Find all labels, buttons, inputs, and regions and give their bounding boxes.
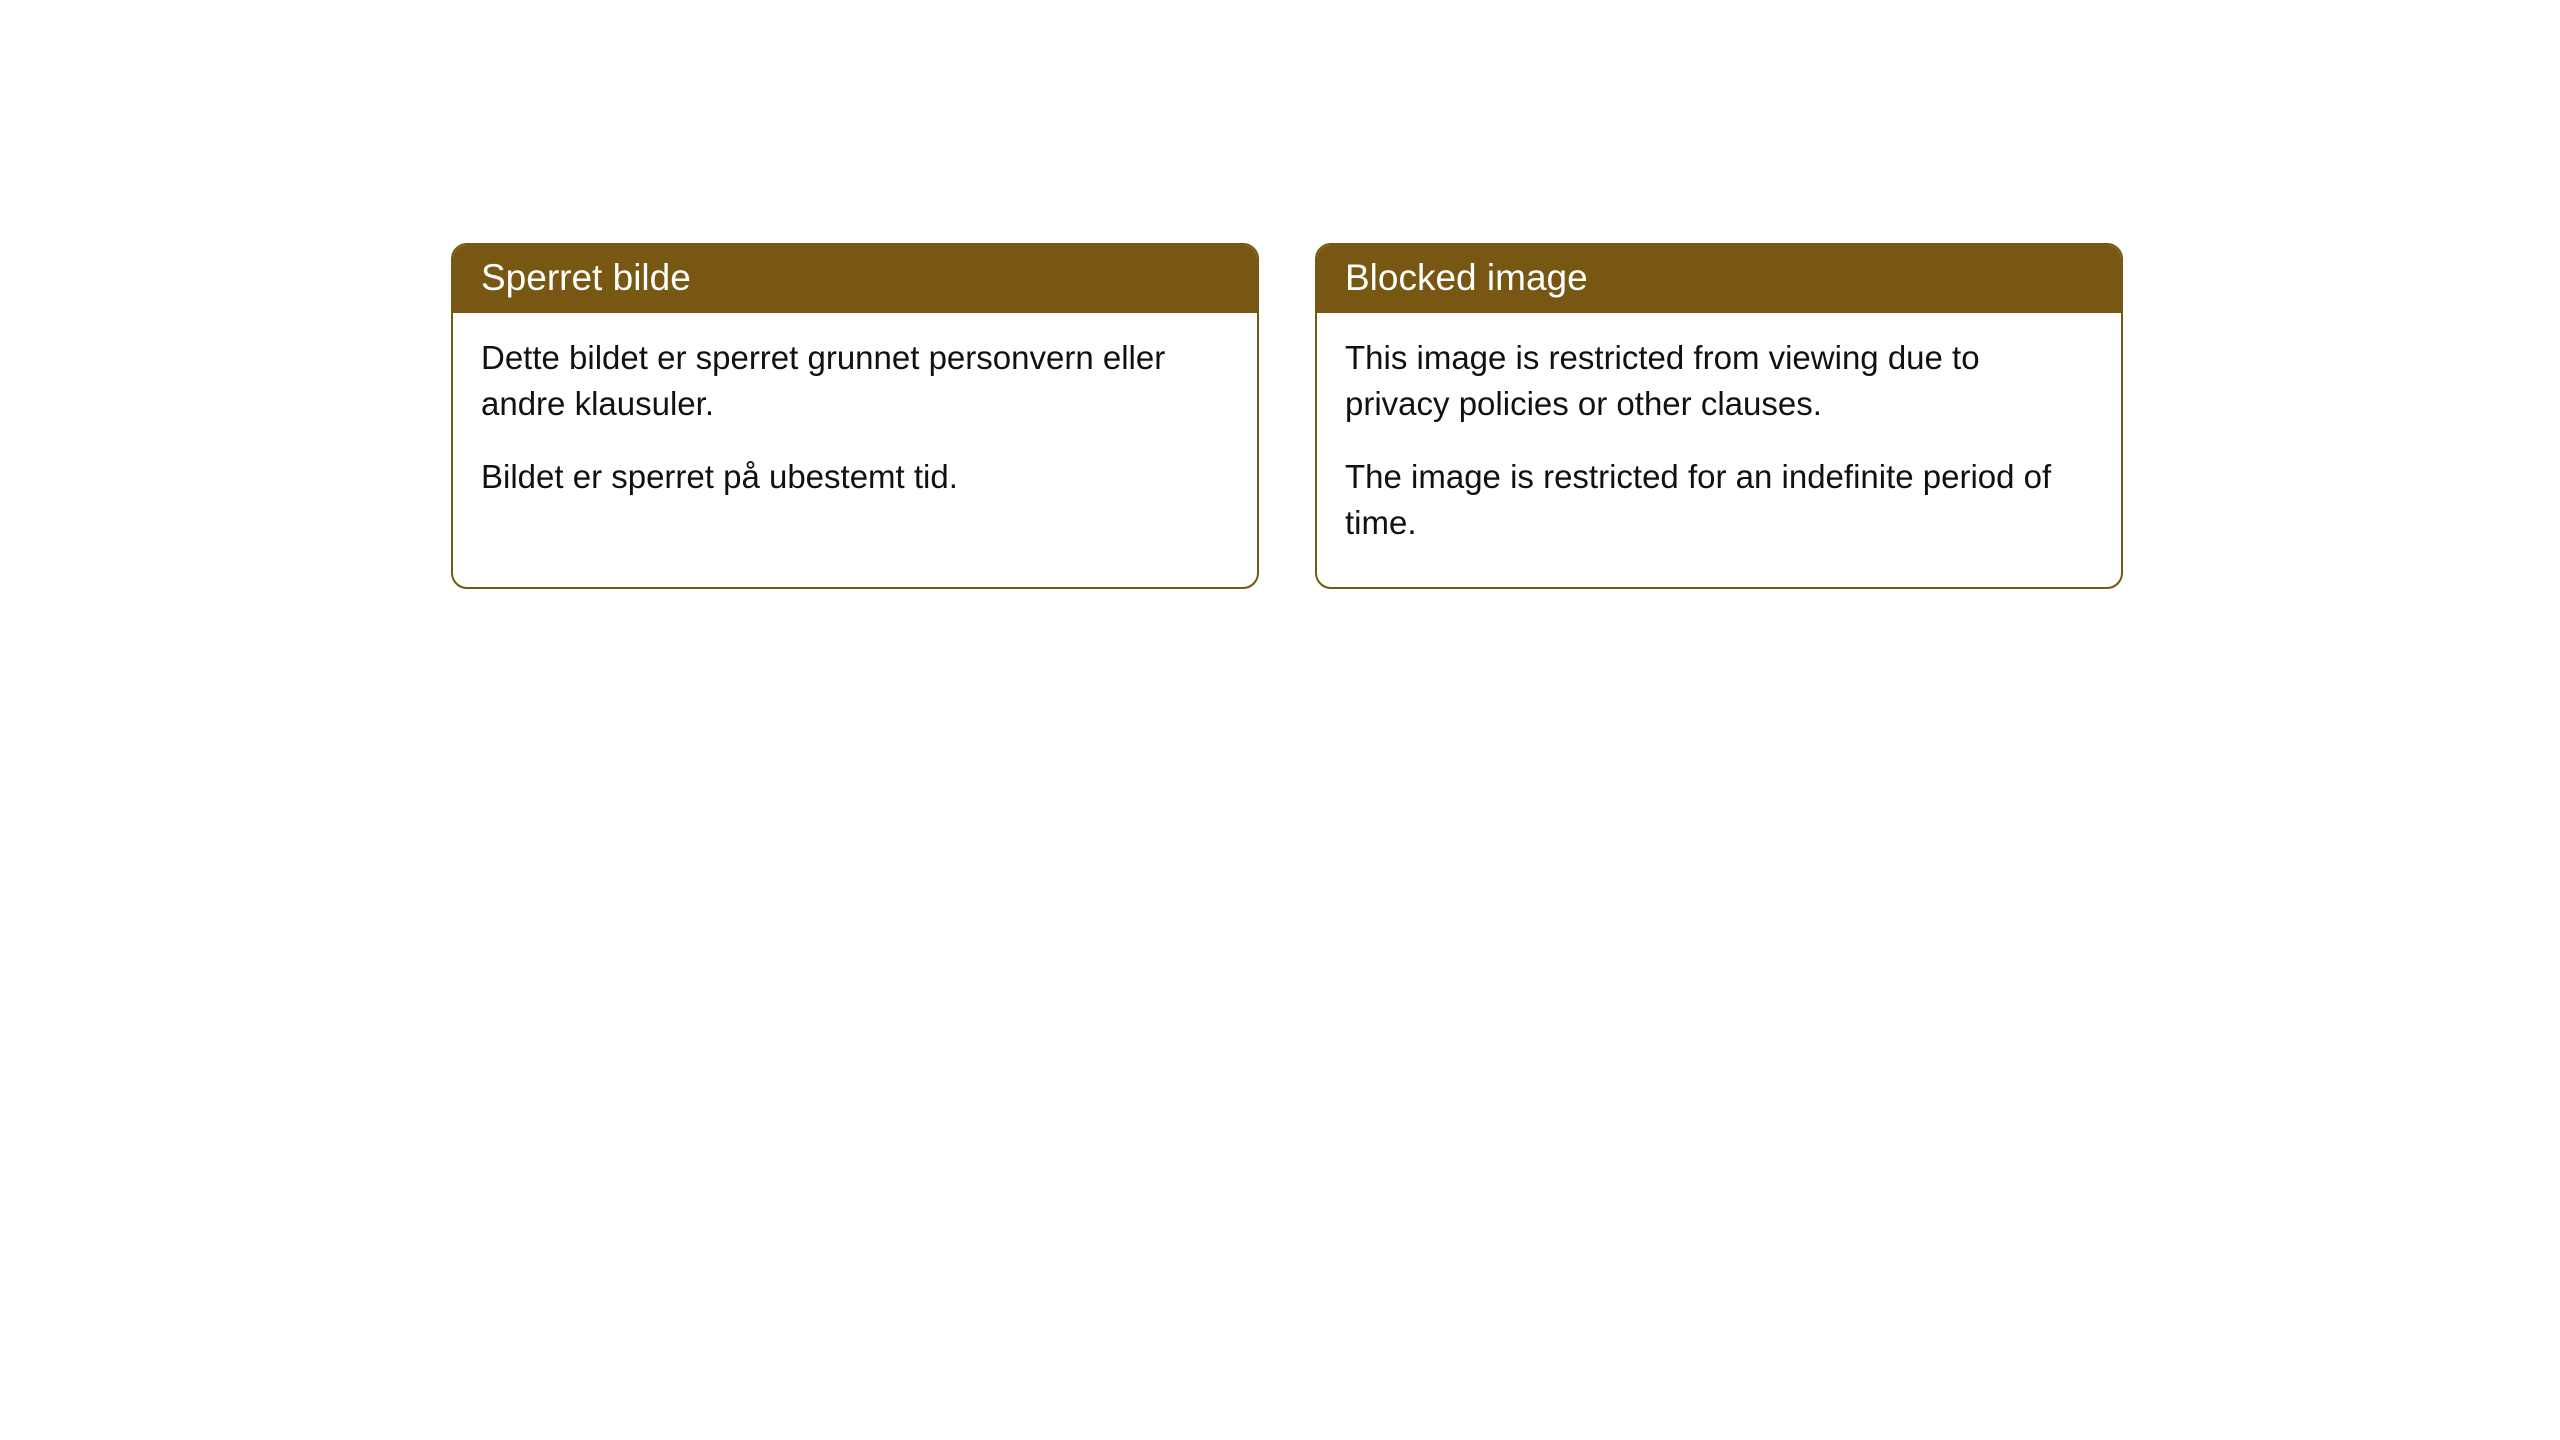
card-paragraph: The image is restricted for an indefinit… bbox=[1345, 454, 2093, 545]
blocked-image-card-en: Blocked image This image is restricted f… bbox=[1315, 243, 2123, 589]
card-paragraph: This image is restricted from viewing du… bbox=[1345, 335, 2093, 426]
card-header-no: Sperret bilde bbox=[453, 245, 1257, 313]
card-body-no: Dette bildet er sperret grunnet personve… bbox=[453, 313, 1257, 542]
blocked-image-card-no: Sperret bilde Dette bildet er sperret gr… bbox=[451, 243, 1259, 589]
card-header-en: Blocked image bbox=[1317, 245, 2121, 313]
card-paragraph: Bildet er sperret på ubestemt tid. bbox=[481, 454, 1229, 500]
notice-cards-container: Sperret bilde Dette bildet er sperret gr… bbox=[451, 243, 2123, 589]
card-body-en: This image is restricted from viewing du… bbox=[1317, 313, 2121, 587]
card-paragraph: Dette bildet er sperret grunnet personve… bbox=[481, 335, 1229, 426]
